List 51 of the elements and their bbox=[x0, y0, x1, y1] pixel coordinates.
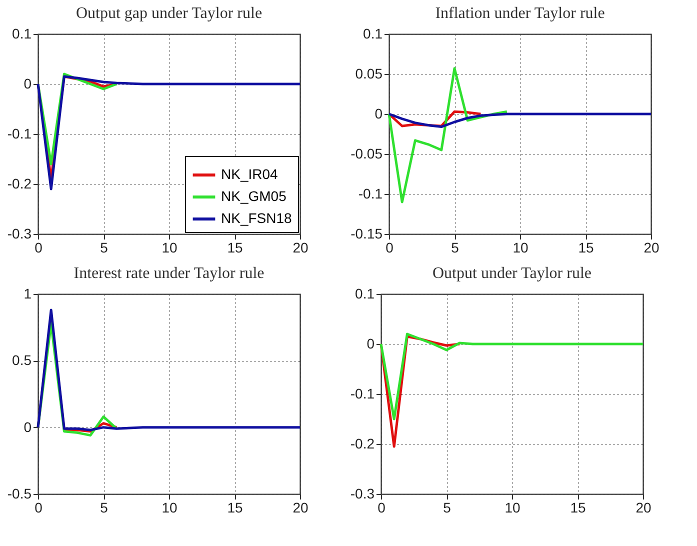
y-tick-label: 0 bbox=[24, 76, 32, 92]
x-tick-label: 5 bbox=[451, 240, 460, 256]
y-tick-label: 0.05 bbox=[355, 66, 383, 82]
line-series bbox=[380, 332, 644, 420]
line-series bbox=[388, 112, 652, 128]
x-tick-label: 5 bbox=[100, 500, 108, 516]
y-tick-label: -0.05 bbox=[350, 146, 383, 162]
x-tick-label: 20 bbox=[644, 240, 660, 256]
x-tick-label: 10 bbox=[512, 240, 528, 256]
y-tick-label: -0.1 bbox=[350, 386, 375, 402]
x-tick-label: 20 bbox=[292, 500, 308, 516]
x-tick-label: 20 bbox=[636, 500, 652, 516]
x-tick-label: 10 bbox=[162, 500, 178, 516]
chart-title: Output gap under Taylor rule bbox=[76, 5, 262, 22]
y-tick-label: -0.1 bbox=[358, 186, 383, 202]
y-tick-label: -0.3 bbox=[350, 486, 375, 502]
x-tick-label: 0 bbox=[34, 500, 43, 516]
x-tick-label: 0 bbox=[386, 240, 394, 256]
x-tick-label: 5 bbox=[443, 500, 452, 516]
legend-label: NK_IR04 bbox=[221, 166, 278, 182]
y-tick-label: -0.15 bbox=[350, 226, 383, 242]
x-tick-label: 20 bbox=[292, 240, 308, 256]
legend-label: NK_FSN18 bbox=[221, 210, 292, 226]
chart-title: Inflation under Taylor rule bbox=[435, 5, 605, 22]
y-tick-label: 0 bbox=[374, 106, 383, 122]
x-tick-label: 10 bbox=[504, 500, 520, 516]
y-tick-label: 0 bbox=[366, 336, 375, 352]
y-tick-label: -0.1 bbox=[7, 126, 32, 142]
y-tick-label: 0.1 bbox=[355, 286, 375, 302]
x-tick-label: 15 bbox=[570, 500, 586, 516]
line-series bbox=[388, 67, 508, 204]
legend-label: NK_GM05 bbox=[221, 188, 287, 204]
x-tick-label: 0 bbox=[34, 240, 43, 256]
x-tick-label: 5 bbox=[100, 240, 108, 256]
x-tick-label: 10 bbox=[162, 240, 178, 256]
y-tick-label: -0.3 bbox=[7, 226, 32, 242]
y-tick-label: 0 bbox=[24, 418, 32, 435]
line-series bbox=[36, 308, 302, 432]
y-tick-label: -0.2 bbox=[350, 436, 375, 452]
y-tick-label: 0.5 bbox=[12, 352, 32, 368]
y-tick-label: -0.2 bbox=[7, 176, 32, 192]
chart-title: Output under Taylor rule bbox=[432, 265, 592, 282]
chart-title: Interest rate under Taylor rule bbox=[74, 265, 264, 282]
line-series bbox=[36, 75, 302, 190]
x-tick-label: 15 bbox=[227, 240, 243, 256]
y-tick-label: 1 bbox=[24, 286, 32, 302]
y-tick-label: -0.5 bbox=[7, 486, 32, 502]
x-tick-label: 15 bbox=[578, 240, 594, 256]
y-tick-label: 0.1 bbox=[12, 26, 32, 42]
y-tick-label: 0.1 bbox=[363, 26, 383, 42]
x-tick-label: 15 bbox=[227, 500, 243, 516]
